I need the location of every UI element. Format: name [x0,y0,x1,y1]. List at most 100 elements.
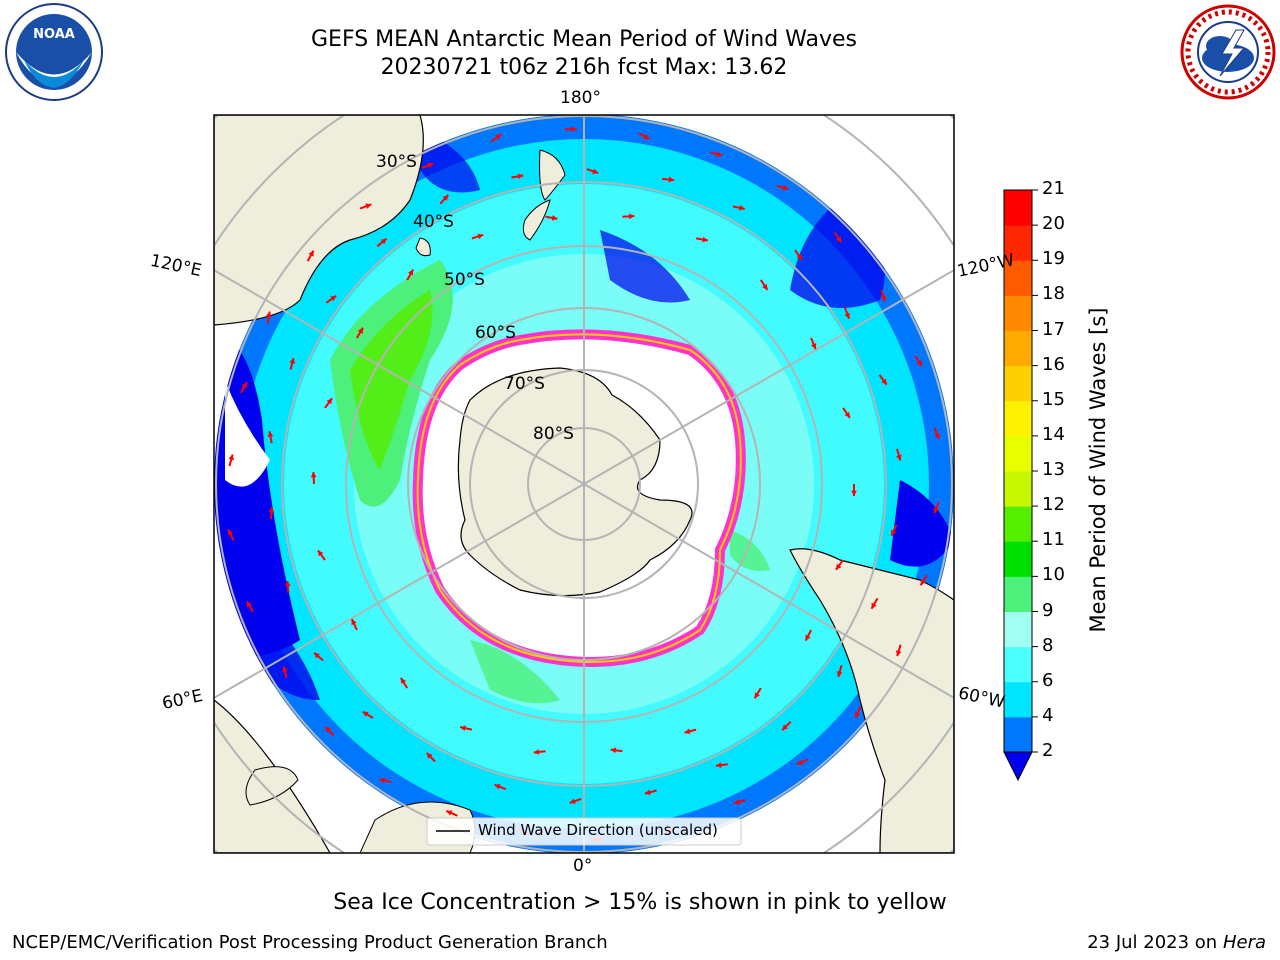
wave-arrow-head [325,726,332,733]
colorbar-tick-label: 20 [1042,213,1065,235]
wave-arrow-head [380,238,387,245]
lat-label-80s: 80°S [533,424,574,444]
colorbar-tick-label: 10 [1042,564,1065,586]
noaa-logo: NOAA [4,2,104,102]
wave-arrow-head [284,581,291,587]
wave-arrow-head [408,269,414,276]
wave-arrow-head [460,725,466,731]
wave-arrow-head [446,810,453,816]
colorbar-tick-label: 9 [1042,599,1054,621]
wave-arrow-head [805,634,811,641]
colorbar-segment [1004,400,1032,437]
wave-arrow-head [643,133,650,140]
wave-arrow-head [379,777,386,784]
wave-arrow-head [308,250,314,257]
wave-arrow-head [551,215,558,221]
wave-arrow-head [227,529,234,536]
colorbar-tick-label: 14 [1042,423,1065,445]
wave-arrow-head [427,162,434,169]
wave-arrow-head [426,752,433,759]
wave-arrow-head [362,711,369,717]
colorbar [1003,189,1038,782]
wave-arrow-head [628,213,635,220]
wave-arrow-head [314,652,320,659]
wave-arrow-head [668,176,675,183]
wave-arrow-head [716,151,723,157]
wave-arrow-head [330,295,337,302]
colorbar-tick-label: 21 [1042,178,1065,199]
caption: Sea Ice Concentration > 15% is shown in … [333,890,947,915]
colorbar-tick-label: 13 [1042,459,1065,480]
wind-wave-arrows [227,126,940,843]
wave-arrow-head [933,507,939,514]
colorbar-segment [1004,295,1032,331]
wave-arrow-head [844,411,850,418]
wave-arrow-head [365,203,372,209]
colorbar-tick-label: 18 [1042,283,1065,305]
lon-label-180: 180° [560,88,601,108]
wave-arrow-head [533,749,540,755]
wave-arrow-head [916,360,923,366]
wave-arrow-head [811,343,817,350]
wave-arrow-head [796,254,802,260]
chart-title: GEFS MEAN Antarctic Mean Period of Wind … [311,27,857,52]
wave-arrow-head [782,724,788,731]
colorbar-segment [1004,576,1032,612]
wave-arrow-head [246,601,253,608]
colorbar-tick-label: 15 [1042,388,1065,410]
lat-label-60s: 60°S [475,323,516,343]
wave-arrow-head [896,454,902,461]
colorbar-segment [1004,330,1032,367]
graticule [214,115,954,853]
lat-label-50s: 50°S [444,270,485,290]
colorbar-segment [1004,435,1032,472]
wave-arrow-head [477,233,484,240]
lat-label-40s: 40°S [413,212,454,232]
wave-arrow-head [890,529,897,536]
colorbar-tick-label: 8 [1042,634,1054,656]
colorbar-segment [1004,681,1032,718]
colorbar-tick-label: 17 [1042,318,1065,340]
colorbar-tick-label: 6 [1042,669,1054,691]
colorbar-segment [1004,506,1032,542]
wave-arrow-head [268,507,275,513]
wave-arrow-head [835,563,842,570]
wave-arrow-head [871,602,877,609]
wave-arrow-head [782,184,789,191]
wave-arrow-head [836,670,843,677]
wave-arrow-head [715,762,722,768]
wave-arrow-head [317,550,324,557]
wave-arrow-head [754,692,760,699]
map-legend [426,817,742,846]
colorbar-segment [1004,541,1032,577]
wave-arrow-head [442,194,449,201]
wave-arrow-head [738,204,745,211]
colorbar-tick-label: 16 [1042,353,1065,375]
colorbar-segment [1004,365,1032,402]
map-frame [213,114,955,854]
colorbar-tick-label: 12 [1042,494,1065,516]
wave-arrow-head [702,236,708,243]
lat-label-70s: 70°S [504,374,545,394]
colorbar-extend-min [1003,751,1033,782]
wave-arrow-head [610,747,617,754]
wave-arrow-head [326,398,333,405]
wave-arrow-head [357,327,363,334]
wave-arrow-head [265,311,272,318]
wave-arrow-head [592,168,599,174]
wave-arrow-head [844,312,850,319]
legend-label: Wind Wave Direction (unscaled) [478,821,718,839]
wave-arrow-head [644,789,651,796]
colorbar-title: Mean Period of Wind Waves [s] [1086,307,1110,633]
wave-arrow-head [796,759,803,765]
wave-arrow-head [400,677,407,684]
wave-arrow-head [351,619,357,626]
lat-label-30s: 30°S [376,152,417,172]
wave-arrow-head [881,378,887,385]
antarctica [457,367,693,597]
colorbar-segment [1004,646,1032,683]
wave-arrow-head [289,357,296,364]
colorbar-tick-label: 19 [1042,248,1065,270]
nws-logo [1178,2,1278,102]
